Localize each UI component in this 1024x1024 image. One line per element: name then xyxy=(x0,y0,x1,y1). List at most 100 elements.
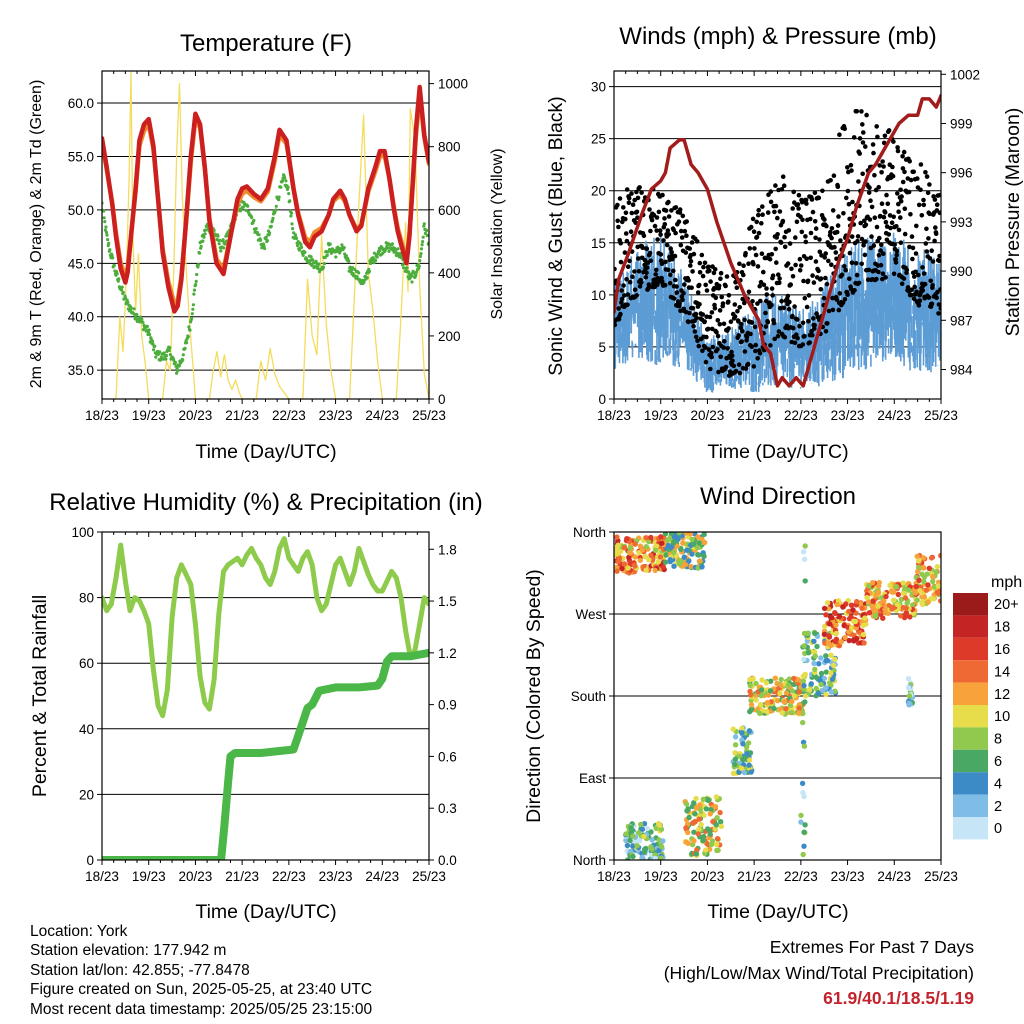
direction-point xyxy=(744,750,750,757)
gust-point xyxy=(615,218,620,224)
dewpoint-point xyxy=(290,222,294,226)
gust-point xyxy=(872,173,877,178)
gust-point xyxy=(821,295,827,301)
gust-point xyxy=(909,234,915,239)
gust-point xyxy=(890,173,896,179)
gust-point xyxy=(623,231,629,236)
dewpoint-point xyxy=(103,228,107,232)
direction-point xyxy=(924,571,930,577)
gust-point xyxy=(787,241,793,246)
direction-point xyxy=(686,558,692,564)
dir-xtick-label: 23/23 xyxy=(831,869,865,884)
direction-title: Wind Direction xyxy=(700,483,856,510)
gust-point xyxy=(858,220,863,226)
gust-point xyxy=(797,256,803,262)
gust-point xyxy=(635,195,641,201)
colorbar-label: 14 xyxy=(994,664,1010,680)
gust-point xyxy=(885,201,891,207)
direction-point xyxy=(748,702,755,708)
gust-point xyxy=(672,253,678,259)
gust-point xyxy=(753,252,759,258)
gust-point xyxy=(850,199,855,205)
colorbar-title: mph xyxy=(991,574,1022,591)
gust-point xyxy=(859,109,864,114)
gust-point xyxy=(874,276,879,282)
winds-ytick-label: 0 xyxy=(598,392,606,407)
gust-point xyxy=(791,189,796,195)
gust-point xyxy=(840,300,846,306)
dewpoint-point xyxy=(195,272,199,277)
direction-point xyxy=(800,851,806,858)
gust-point xyxy=(907,159,912,164)
gust-point xyxy=(748,331,753,337)
winds-xtick-label: 22/23 xyxy=(784,408,818,423)
gust-point xyxy=(666,214,672,219)
direction-point xyxy=(696,816,702,822)
dewpoint-point xyxy=(254,227,258,231)
direction-point xyxy=(636,838,643,844)
gust-point xyxy=(713,295,719,301)
gust-point xyxy=(724,274,730,279)
dewpoint-point xyxy=(111,256,115,260)
gust-point xyxy=(789,266,794,272)
gust-point xyxy=(935,289,940,295)
dewpoint-point xyxy=(246,204,250,208)
gust-point xyxy=(895,145,900,150)
gust-point xyxy=(909,292,914,298)
direction-point xyxy=(652,855,658,860)
direction-point xyxy=(895,591,901,598)
direction-point xyxy=(668,532,675,536)
gust-point xyxy=(922,281,928,287)
gust-point xyxy=(779,298,784,304)
temperature-xlabel: Time (Day/UTC) xyxy=(195,441,336,463)
gust-point xyxy=(878,262,884,268)
direction-point xyxy=(789,698,795,705)
gust-point xyxy=(712,267,718,272)
direction-point xyxy=(872,607,878,614)
dewpoint-point xyxy=(117,277,121,281)
direction-point xyxy=(687,532,694,537)
direction-point xyxy=(876,583,882,589)
gust-point xyxy=(930,259,936,264)
direction-point xyxy=(628,825,634,831)
gust-point xyxy=(932,197,938,202)
gust-point xyxy=(709,326,715,332)
gust-point xyxy=(830,208,836,213)
gust-point xyxy=(895,191,900,196)
gust-point xyxy=(696,343,702,349)
winds-y2tick-label: 999 xyxy=(950,116,973,131)
winds-y2tick-label: 1002 xyxy=(950,67,980,82)
gust-point xyxy=(666,232,671,237)
dewpoint-point xyxy=(103,220,107,224)
dewpoint-point xyxy=(340,243,344,247)
gust-point xyxy=(841,211,846,216)
gust-point xyxy=(624,277,629,282)
direction-point xyxy=(614,568,620,574)
direction-point xyxy=(684,547,690,553)
direction-point xyxy=(901,590,908,597)
gust-point xyxy=(822,255,827,260)
gust-point xyxy=(837,132,842,137)
direction-point xyxy=(686,814,692,821)
dir-xtick-label: 20/23 xyxy=(691,869,725,884)
direction-point xyxy=(935,579,941,585)
gust-point xyxy=(697,260,703,266)
gust-point xyxy=(710,344,716,350)
direction-point xyxy=(624,842,631,849)
gust-point xyxy=(924,226,929,232)
direction-point xyxy=(930,596,937,602)
gust-point xyxy=(790,206,795,211)
direction-point xyxy=(830,662,837,669)
dewpoint-point xyxy=(104,225,108,229)
gust-point xyxy=(625,292,631,297)
gust-point xyxy=(718,270,724,276)
direction-point xyxy=(856,629,863,636)
gust-point xyxy=(744,338,749,343)
gust-point xyxy=(901,149,907,155)
direction-point xyxy=(696,826,702,833)
direction-point xyxy=(801,630,808,637)
temp-ytick-label: 50.0 xyxy=(68,203,94,218)
gust-point xyxy=(849,260,855,266)
direction-point xyxy=(864,594,870,601)
direction-point xyxy=(826,633,832,639)
